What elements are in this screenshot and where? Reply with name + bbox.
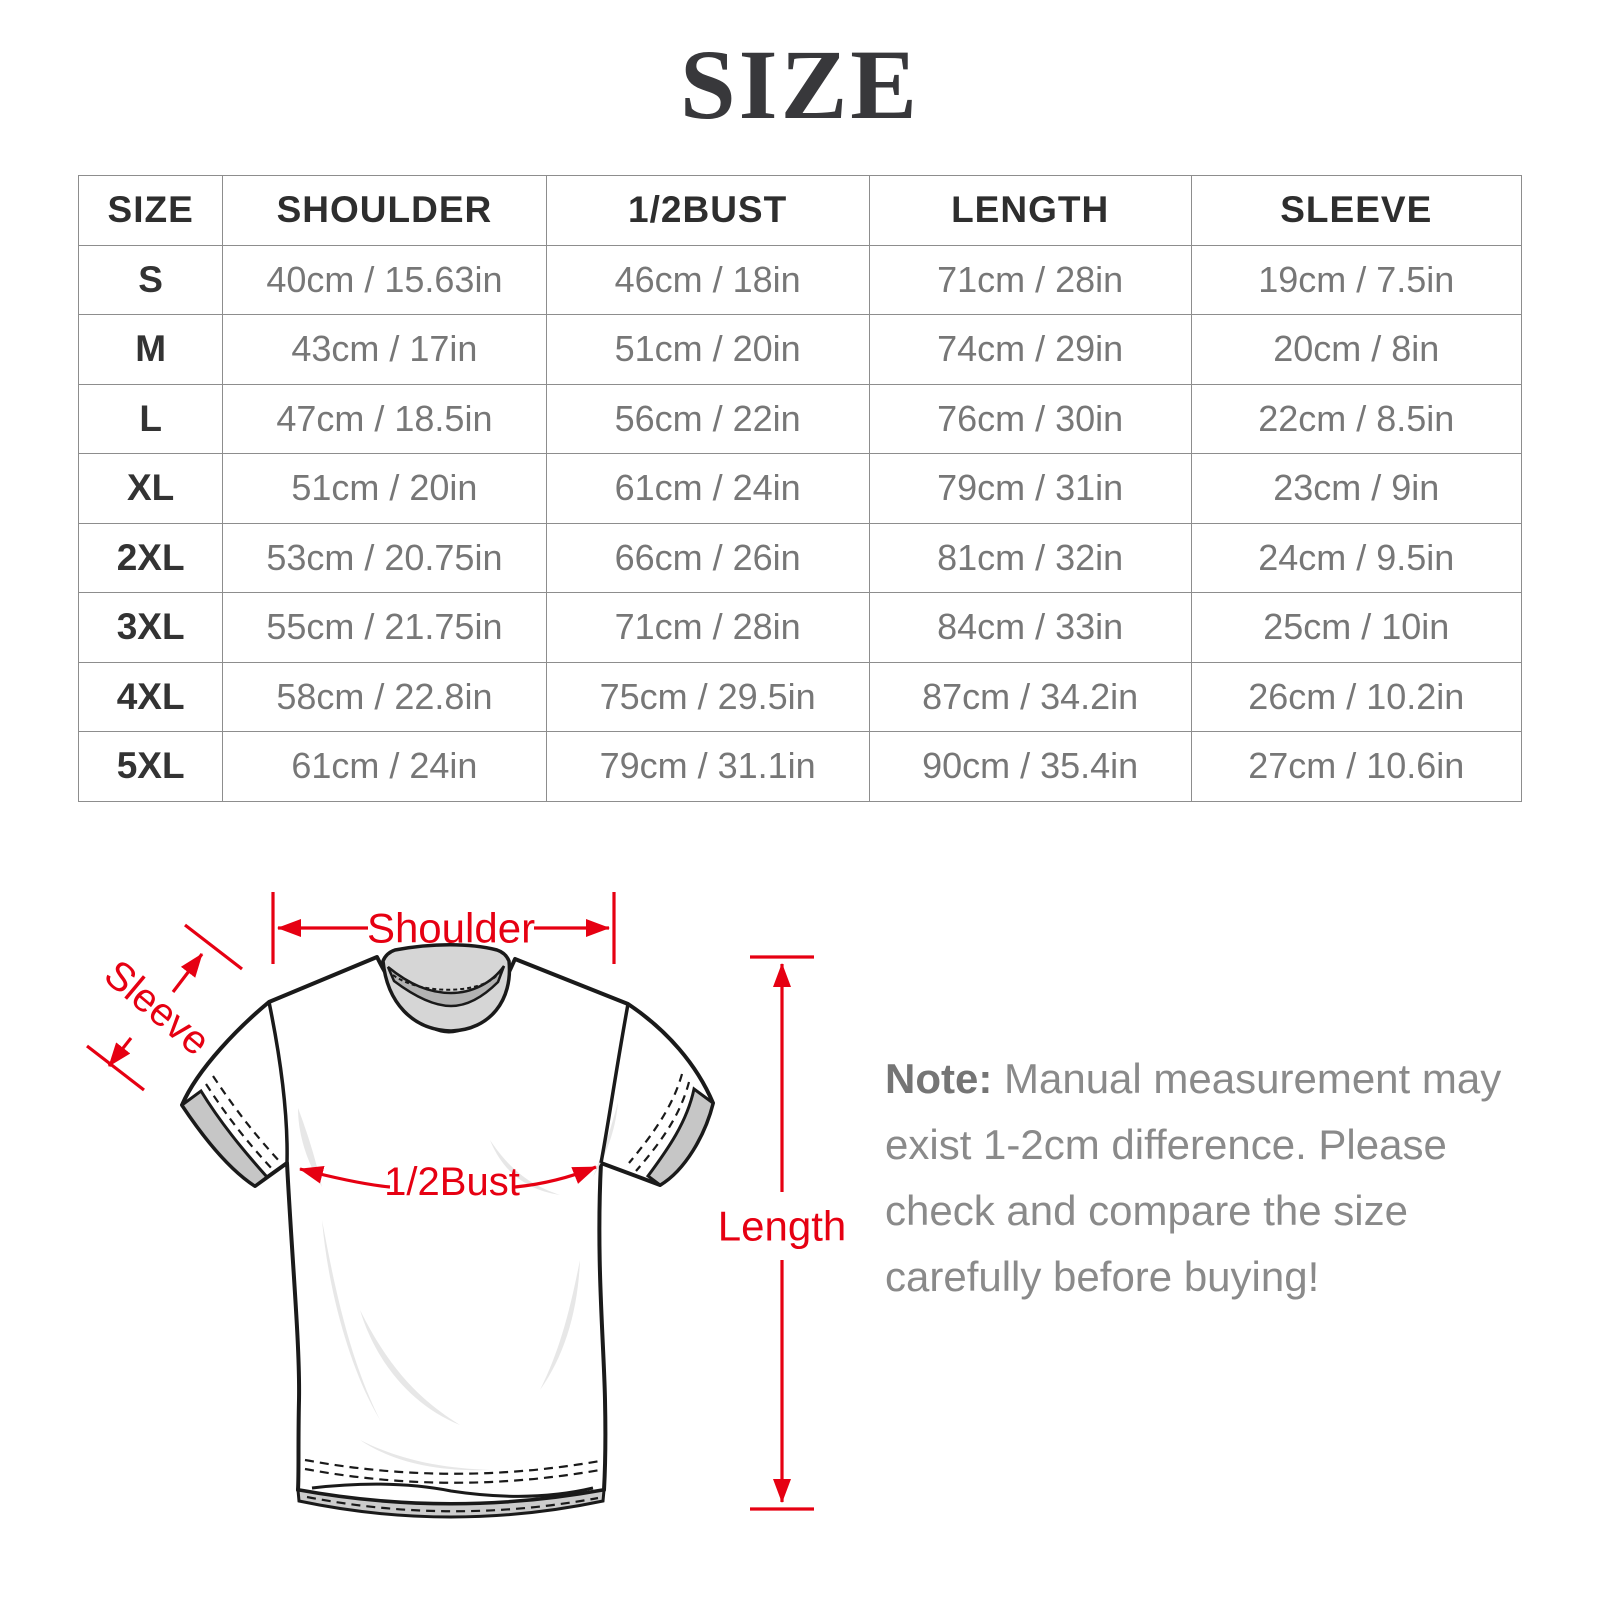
size-cell: M [77, 314, 224, 385]
measurement-cell: 74cm / 29in [868, 314, 1192, 385]
measurement-cell: 76cm / 30in [868, 383, 1192, 454]
bust-arrow-left [299, 1166, 391, 1189]
measurement-cell: 79cm / 31.1in [545, 731, 870, 802]
measurement-cell: 40cm / 15.63in [222, 244, 547, 315]
measurement-cell: 90cm / 35.4in [868, 731, 1192, 802]
measurement-cell: 27cm / 10.6in [1190, 731, 1523, 802]
measurement-cell: 51cm / 20in [545, 314, 870, 385]
note-line: carefully before buying! [885, 1253, 1320, 1300]
measurement-cell: 87cm / 34.2in [868, 661, 1192, 732]
cuff-stitching [205, 1073, 691, 1172]
table-row: L 47cm / 18.5in 56cm / 22in 76cm / 30in 22cm… [77, 383, 1523, 454]
size-cell: 2XL [77, 522, 224, 593]
bust-label: 1/2Bust [384, 1160, 520, 1204]
note-line: check and compare the size [885, 1187, 1408, 1234]
size-cell: 5XL [77, 731, 224, 802]
sleeve-label: Sleeve [96, 952, 218, 1064]
measurement-cell: 55cm / 21.75in [222, 592, 547, 663]
note-line: Note: Manual measurement may [885, 1046, 1505, 1112]
measurement-cell: 26cm / 10.2in [1190, 661, 1523, 732]
note-line: exist 1-2cm difference. Please [885, 1121, 1447, 1168]
sleeve-arrow-down [107, 1037, 133, 1067]
measurement-cell: 23cm / 9in [1190, 453, 1523, 524]
table-header-row: SIZE SHOULDER 1/2BUST LENGTH SLEEVE [77, 175, 1523, 246]
col-header-length: LENGTH [868, 175, 1192, 246]
sleeve-tick-upper [184, 923, 243, 971]
col-header-sleeve: SLEEVE [1190, 175, 1523, 246]
measurement-cell: 81cm / 32in [868, 522, 1192, 593]
col-header-shoulder: SHOULDER [222, 175, 547, 246]
size-cell: 4XL [77, 661, 224, 732]
length-label: Length [718, 1203, 846, 1250]
measurement-cell: 20cm / 8in [1190, 314, 1523, 385]
measurement-cell: 22cm / 8.5in [1190, 383, 1523, 454]
size-cell: L [77, 383, 224, 454]
sleeve-tick-lower [86, 1044, 145, 1092]
size-cell: XL [77, 453, 224, 524]
measurement-cell: 51cm / 20in [222, 453, 547, 524]
size-table: SIZE SHOULDER 1/2BUST LENGTH SLEEVE S 40c… [77, 175, 1523, 802]
bust-arrow-right [514, 1165, 597, 1189]
page-title: SIZE [680, 29, 920, 140]
size-cell: 3XL [77, 592, 224, 663]
measurement-cell: 75cm / 29.5in [545, 661, 870, 732]
measurement-cell: 43cm / 17in [222, 314, 547, 385]
hem-stitching [304, 1458, 601, 1513]
measurement-cell: 53cm / 20.75in [222, 522, 547, 593]
size-cell: S [77, 244, 224, 315]
table-row: 4XL 58cm / 22.8in 75cm / 29.5in 87cm / 34.2… [77, 661, 1523, 732]
table-row: S 40cm / 15.63in 46cm / 18in 71cm / 28in 19c… [77, 244, 1523, 315]
measurement-cell: 71cm / 28in [545, 592, 870, 663]
table-row: 3XL 55cm / 21.75in 71cm / 28in 84cm / 33in 2… [77, 592, 1523, 663]
measurement-cell: 46cm / 18in [545, 244, 870, 315]
measurement-cell: 47cm / 18.5in [222, 383, 547, 454]
dimension-annotations [86, 892, 814, 1511]
measurement-cell: 61cm / 24in [222, 731, 547, 802]
shoulder-label: Shoulder [367, 905, 535, 952]
table-row: M 43cm / 17in 51cm / 20in 74cm / 29in 20cm /… [77, 314, 1523, 385]
measurement-cell: 19cm / 7.5in [1190, 244, 1523, 315]
table-row: 2XL 53cm / 20.75in 66cm / 26in 81cm / 32in 2… [77, 522, 1523, 593]
measurement-cell: 66cm / 26in [545, 522, 870, 593]
table-row: 5XL 61cm / 24in 79cm / 31.1in 90cm / 35.4in… [77, 731, 1523, 802]
table-row: XL 51cm / 20in 61cm / 24in 79cm / 31in 23cm … [77, 453, 1523, 524]
measurement-cell: 24cm / 9.5in [1190, 522, 1523, 593]
measurement-cell: 79cm / 31in [868, 453, 1192, 524]
measurement-note: Note: Manual measurement may exist 1-2cm… [885, 1046, 1505, 1310]
measurement-cell: 58cm / 22.8in [222, 661, 547, 732]
sleeve-arrow-up [171, 953, 204, 993]
tshirt-measurement-diagram: Shoulder Sleeve 1/2Bust Length [86, 892, 846, 1519]
col-header-bust: 1/2BUST [545, 175, 870, 246]
tshirt-drawing [179, 943, 715, 1519]
measurement-cell: 71cm / 28in [868, 244, 1192, 315]
measurement-cell: 61cm / 24in [545, 453, 870, 524]
measurement-cell: 84cm / 33in [868, 592, 1192, 663]
col-header-size: SIZE [77, 175, 224, 246]
measurement-cell: 25cm / 10in [1190, 592, 1523, 663]
note-text: Manual measurement may [1004, 1055, 1502, 1102]
note-label: Note: [885, 1055, 993, 1102]
measurement-cell: 56cm / 22in [545, 383, 870, 454]
